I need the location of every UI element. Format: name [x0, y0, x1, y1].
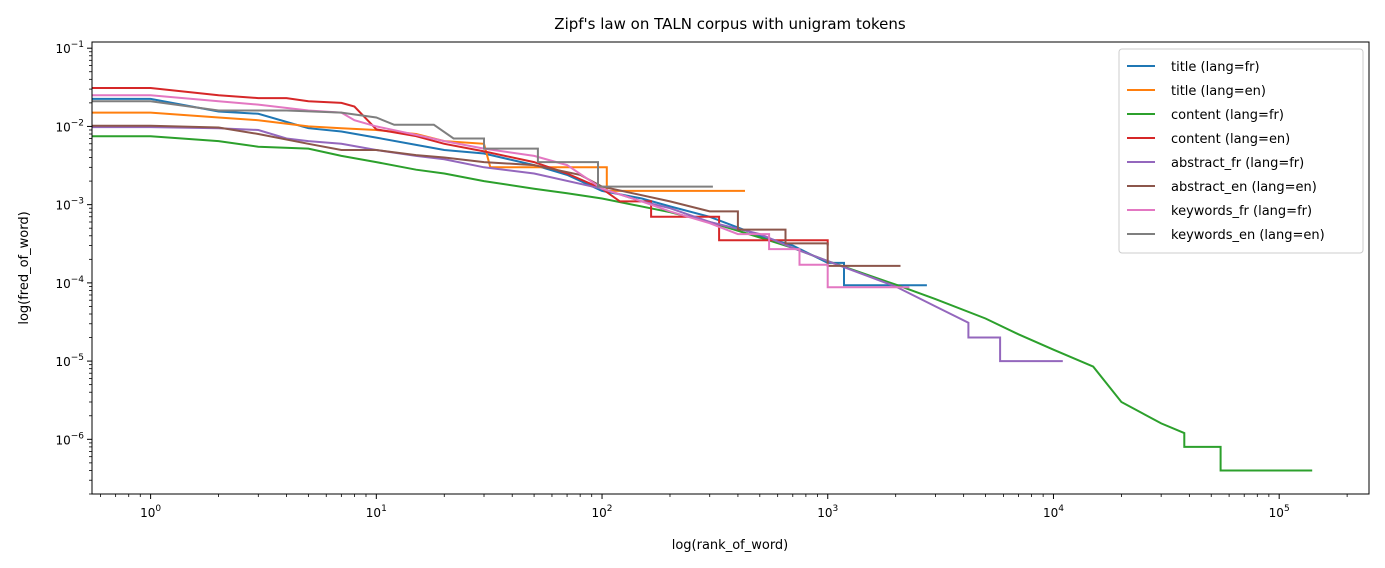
legend-label-1: title (lang=en)	[1171, 84, 1266, 99]
legend-label-3: content (lang=en)	[1171, 132, 1290, 147]
legend-label-7: keywords_en (lang=en)	[1171, 228, 1325, 243]
chart-title: Zipf's law on TALN corpus with unigram t…	[554, 15, 906, 33]
series-line-2	[92, 135, 1313, 472]
legend: title (lang=fr) title (lang=en) content (l…	[1118, 48, 1364, 254]
series-line-7	[92, 100, 713, 188]
axis-layer: 100 101 102 103 104 10510−610−510−410−310−210…	[55, 40, 1348, 520]
series-layer	[92, 87, 1313, 472]
legend-label-2: content (lang=fr)	[1171, 108, 1284, 123]
y-axis-label: log(fred_of_word)	[17, 211, 32, 324]
x-axis-label: log(rank_of_word)	[672, 538, 789, 553]
legend-box	[1118, 48, 1364, 254]
series-line-5	[92, 124, 901, 267]
legend-label-5: abstract_en (lang=en)	[1171, 180, 1317, 195]
legend-label-0: title (lang=fr)	[1171, 60, 1260, 75]
legend-label-6: keywords_fr (lang=fr)	[1171, 204, 1312, 219]
legend-label-4: abstract_fr (lang=fr)	[1171, 156, 1304, 171]
plot-frame	[91, 41, 1370, 495]
